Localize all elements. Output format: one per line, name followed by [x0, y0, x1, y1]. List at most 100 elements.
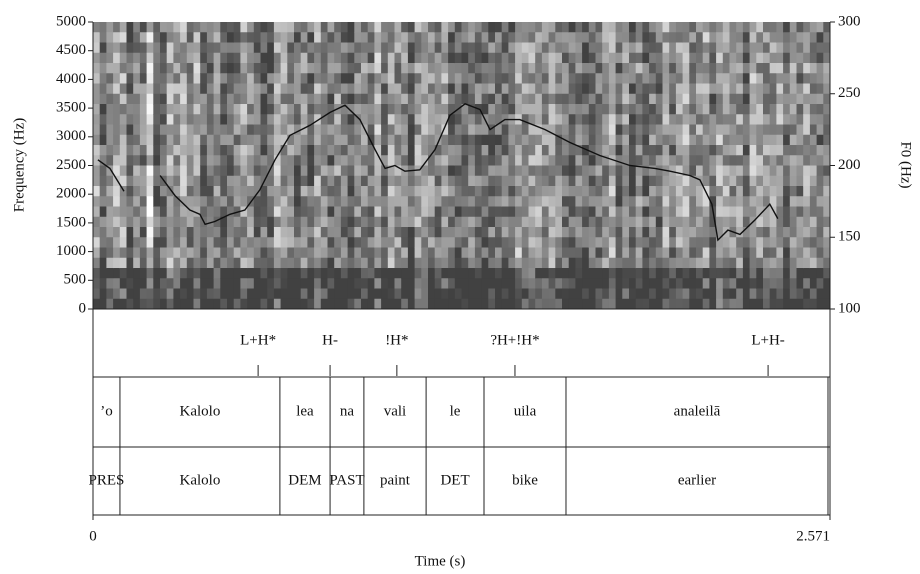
spectrogram-cell — [187, 217, 194, 228]
spectrogram-cell — [441, 186, 448, 197]
spectrogram-cell — [374, 114, 381, 125]
spectrogram-cell — [214, 227, 221, 238]
spectrogram-cell — [435, 258, 442, 269]
spectrogram-cell — [153, 176, 160, 187]
spectrogram-cell — [555, 53, 562, 64]
spectrogram-cell — [361, 32, 368, 43]
spectrogram-cell — [582, 43, 589, 54]
spectrogram-cell — [281, 176, 288, 187]
spectrogram-cell — [274, 217, 281, 228]
spectrogram-cell — [488, 278, 495, 289]
spectrogram-cell — [167, 289, 174, 300]
spectrogram-cell — [616, 114, 623, 125]
spectrogram-cell — [301, 237, 308, 248]
spectrogram-cell — [730, 196, 737, 207]
spectrogram-cell — [629, 114, 636, 125]
spectrogram-cell — [475, 258, 482, 269]
spectrogram-cell — [495, 227, 502, 238]
spectrogram-cell — [790, 145, 797, 156]
spectrogram-cell — [261, 53, 268, 64]
spectrogram-cell — [542, 145, 549, 156]
spectrogram-cell — [187, 176, 194, 187]
spectrogram-cell — [395, 84, 402, 95]
spectrogram-cell — [696, 186, 703, 197]
spectrogram-cell — [750, 176, 757, 187]
spectrogram-cell — [455, 63, 462, 74]
spectrogram-cell — [455, 53, 462, 64]
spectrogram-cell — [549, 237, 556, 248]
spectrogram-cell — [582, 32, 589, 43]
spectrogram-cell — [783, 104, 790, 115]
spectrogram-cell — [214, 125, 221, 136]
spectrogram-cell — [790, 73, 797, 84]
spectrogram-cell — [609, 278, 616, 289]
spectrogram-cell — [294, 135, 301, 146]
spectrogram-cell — [448, 94, 455, 105]
spectrogram-cell — [656, 196, 663, 207]
spectrogram-cell — [689, 104, 696, 115]
spectrogram-cell — [575, 248, 582, 259]
spectrogram-cell — [106, 278, 113, 289]
spectrogram-cell — [220, 186, 227, 197]
spectrogram-cell — [274, 278, 281, 289]
spectrogram-cell — [462, 43, 469, 54]
spectrogram-cell — [743, 63, 750, 74]
spectrogram-cell — [234, 125, 241, 136]
spectrogram-cell — [160, 145, 167, 156]
spectrogram-cell — [649, 145, 656, 156]
spectrogram-cell — [797, 186, 804, 197]
spectrogram-cell — [468, 299, 475, 310]
spectrogram-cell — [361, 145, 368, 156]
spectrogram-cell — [281, 125, 288, 136]
spectrogram-cell — [173, 84, 180, 95]
spectrogram-cell — [261, 125, 268, 136]
spectrogram-cell — [642, 43, 649, 54]
spectrogram-cell — [187, 94, 194, 105]
spectrogram-cell — [709, 299, 716, 310]
spectrogram-cell — [106, 104, 113, 115]
spectrogram-cell — [415, 32, 422, 43]
spectrogram-cell — [502, 237, 509, 248]
spectrogram-cell — [803, 207, 810, 218]
spectrogram-cell — [535, 155, 542, 166]
spectrogram-cell — [147, 278, 154, 289]
spectrogram-cell — [93, 104, 100, 115]
spectrogram-cell — [669, 207, 676, 218]
spectrogram-cell — [468, 145, 475, 156]
spectrogram-cell — [763, 94, 770, 105]
spectrogram-cell — [140, 145, 147, 156]
spectrogram-cell — [341, 73, 348, 84]
spectrogram-cell — [515, 166, 522, 177]
spectrogram-cell — [247, 135, 254, 146]
y-tick-label: 3500 — [56, 100, 86, 116]
spectrogram-cell — [173, 114, 180, 125]
spectrogram-cell — [555, 114, 562, 125]
spectrogram-cell — [194, 299, 201, 310]
spectrogram-cell — [549, 32, 556, 43]
spectrogram-cell — [187, 73, 194, 84]
spectrogram-cell — [696, 84, 703, 95]
spectrogram-cell — [488, 248, 495, 259]
spectrogram-cell — [207, 278, 214, 289]
spectrogram-cell — [381, 176, 388, 187]
spectrogram-cell — [240, 217, 247, 228]
spectrogram-cell — [455, 43, 462, 54]
spectrogram-cell — [669, 237, 676, 248]
spectrogram-cell — [582, 217, 589, 228]
spectrogram-cell — [683, 299, 690, 310]
spectrogram-cell — [220, 114, 227, 125]
spectrogram-cell — [823, 145, 830, 156]
spectrogram-cell — [261, 227, 268, 238]
spectrogram-cell — [569, 63, 576, 74]
spectrogram-cell — [395, 53, 402, 64]
spectrogram-cell — [562, 299, 569, 310]
spectrogram-cell — [415, 268, 422, 279]
spectrogram-cell — [817, 166, 824, 177]
spectrogram-cell — [803, 43, 810, 54]
spectrogram-cell — [616, 104, 623, 115]
spectrogram-cell — [508, 63, 515, 74]
spectrogram-cell — [462, 186, 469, 197]
spectrogram-cell — [535, 22, 542, 33]
spectrogram-cell — [736, 217, 743, 228]
spectrogram-cell — [173, 207, 180, 218]
